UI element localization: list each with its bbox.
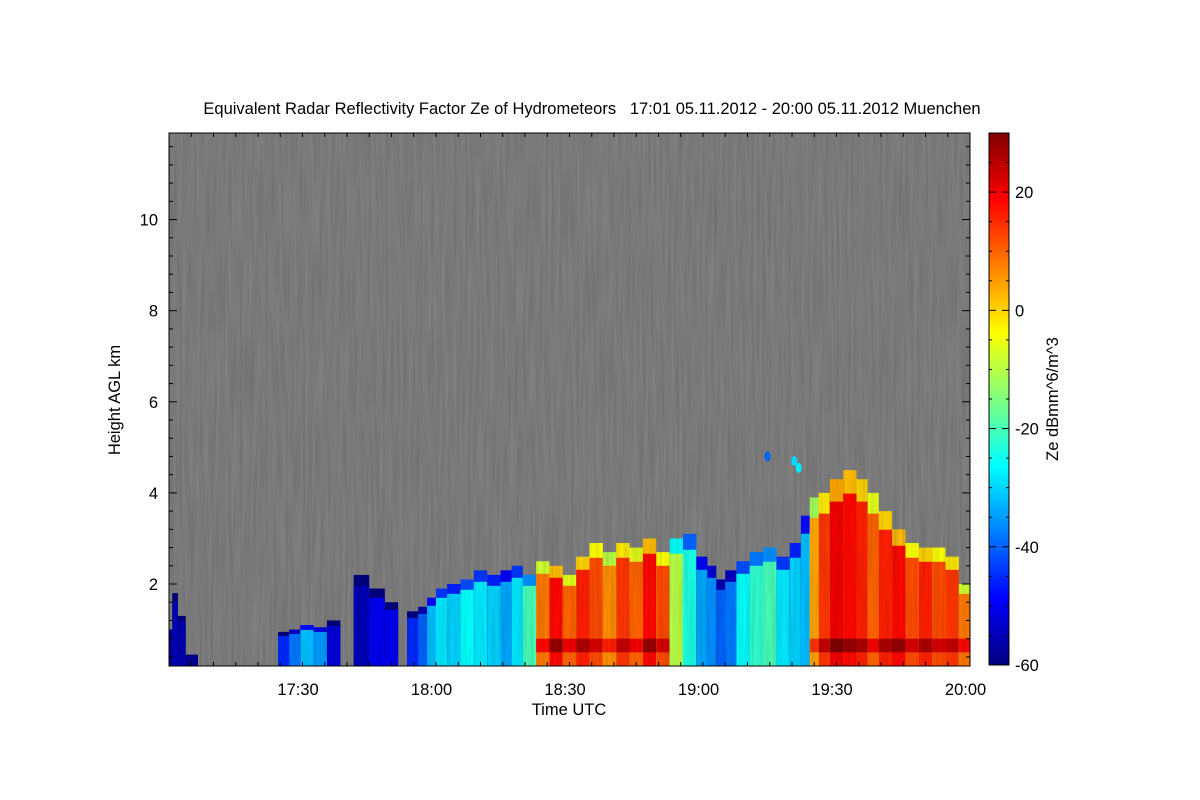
x-tick-label: 20:00 [945,681,986,699]
chart-title: Equivalent Radar Reflectivity Factor Ze … [203,100,980,118]
y-tick-label: 8 [149,303,158,321]
x-tick-label: 19:00 [678,681,719,699]
colorbar-tick-label: -20 [1015,421,1039,439]
isolated-echo [764,451,771,462]
colorbar-tick-label: -60 [1015,657,1039,675]
y-axis: 2 4 6 8 10 [140,146,970,658]
x-tick-label: 18:00 [411,681,452,699]
x-axis-label: Time UTC [532,701,607,719]
y-tick-label: 2 [149,576,158,594]
colorbar-tick-label: 0 [1015,302,1024,320]
colorbar-gradient [989,133,1009,665]
y-tick-label: 4 [149,485,158,503]
colorbar-tick-label: -40 [1015,539,1039,557]
echo-texture [169,133,970,666]
x-axis: 17:30 18:00 18:30 19:00 19:30 20:00 [190,133,986,699]
x-tick-label: 17:30 [277,681,318,699]
y-tick-label: 6 [149,394,158,412]
colorbar: -60 -40 -20 0 20 Ze dBmm^6/m^3 [988,132,1062,675]
reflectivity-echoes [169,133,970,666]
isolated-echo [795,462,802,473]
isolated-echo [791,456,798,466]
colorbar-ticks: -60 -40 -20 0 20 [989,132,1039,675]
colorbar-label: Ze dBmm^6/m^3 [1044,337,1062,461]
x-tick-label: 18:30 [544,681,585,699]
y-tick-label: 10 [140,212,158,230]
colorbar-tick-label: 20 [1015,184,1033,202]
y-axis-label: Height AGL km [106,345,124,455]
x-tick-label: 19:30 [811,681,852,699]
